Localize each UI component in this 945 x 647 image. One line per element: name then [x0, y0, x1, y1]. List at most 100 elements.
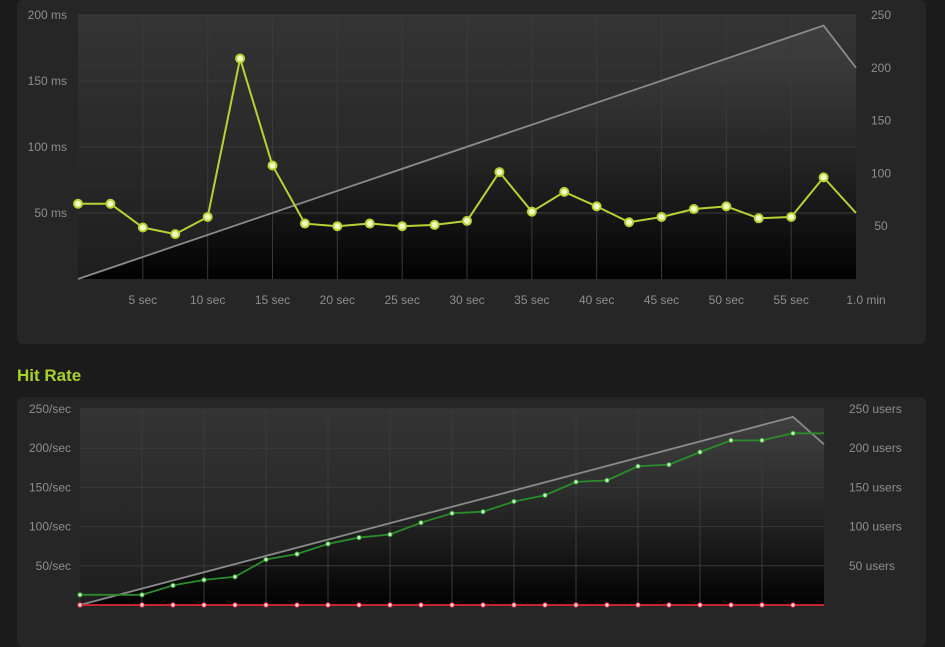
data-point — [170, 602, 176, 608]
data-point — [480, 509, 486, 515]
y-right-tick-label: 100 users — [849, 520, 902, 534]
series-0 — [77, 430, 824, 598]
data-point — [418, 519, 424, 526]
data-point — [573, 602, 579, 608]
data-point — [232, 574, 238, 580]
x-tick-label: 10 sec — [190, 293, 225, 307]
y-right-tick-label: 150 users — [849, 480, 902, 494]
data-point — [728, 602, 734, 608]
data-point — [786, 211, 797, 222]
data-point — [263, 556, 269, 563]
x-tick-label: 15 sec — [255, 293, 290, 307]
data-point — [267, 160, 278, 171]
y-right-tick-label: 100 — [871, 166, 891, 180]
data-point — [139, 592, 145, 598]
data-point — [542, 602, 548, 608]
data-point — [635, 463, 641, 469]
data-point — [235, 53, 246, 64]
data-point — [573, 479, 579, 485]
data-point — [591, 201, 602, 212]
data-point — [656, 211, 667, 222]
y-right-tick-label: 200 users — [849, 441, 902, 455]
data-point — [299, 218, 310, 229]
data-point — [604, 477, 610, 484]
series-1 — [79, 415, 825, 606]
hit-rate-chart: 250/sec 200/sec 150/sec 100/sec 50/sec 250 us… — [29, 402, 902, 608]
data-point — [542, 492, 548, 498]
hit-rate-title: Hit Rate — [17, 366, 82, 385]
data-point — [387, 602, 393, 608]
x-tick-label: 45 sec — [644, 293, 679, 307]
y-right-tick-label: 250 — [871, 8, 891, 22]
data-point — [559, 186, 570, 197]
data-point — [790, 430, 796, 437]
data-point — [759, 602, 765, 608]
data-point — [325, 541, 331, 547]
data-point — [137, 222, 148, 233]
y-left-tick-label: 200/sec — [29, 441, 71, 455]
data-point — [697, 449, 703, 455]
x-tick-label: 50 sec — [709, 293, 744, 307]
data-point — [202, 211, 213, 222]
series-line — [77, 24, 857, 280]
data-point — [759, 437, 765, 444]
data-point — [511, 498, 517, 505]
series-line — [79, 415, 825, 606]
series-2 — [77, 602, 824, 608]
data-point — [263, 602, 269, 608]
y-left-tick-label: 250/sec — [29, 402, 71, 416]
data-point — [170, 229, 181, 240]
data-point — [666, 461, 672, 468]
y-right-tick-label: 250 users — [849, 402, 902, 416]
data-point — [462, 215, 472, 226]
x-tick-label: 20 sec — [320, 293, 355, 307]
response-time-chart: 200 ms 150 ms 100 ms 50 ms 250 200 150 100 50 5 s… — [28, 8, 892, 307]
data-point — [201, 577, 207, 583]
y-left-tick-label: 100/sec — [29, 520, 71, 534]
data-point — [818, 172, 829, 183]
data-point — [494, 167, 505, 178]
data-point — [666, 602, 672, 608]
data-point — [77, 592, 83, 598]
x-tick-label: 30 sec — [449, 293, 484, 307]
x-tick-label: 1.0 min — [846, 293, 885, 307]
data-point — [624, 217, 635, 228]
y-left-tick-label: 100 ms — [28, 140, 67, 154]
y-left-tick-label: 150 ms — [28, 74, 67, 88]
data-point — [170, 582, 176, 589]
y-right-tick-label: 50 users — [849, 559, 895, 573]
data-point — [105, 198, 116, 209]
data-point — [294, 551, 300, 557]
data-point — [688, 204, 699, 215]
data-point — [790, 602, 796, 608]
series-0 — [73, 53, 857, 240]
data-point — [139, 602, 145, 608]
data-point — [325, 602, 331, 608]
data-point — [721, 201, 732, 212]
y-left-tick-label: 150/sec — [29, 480, 71, 494]
data-point — [232, 602, 238, 608]
data-point — [480, 602, 486, 608]
y-left-tick-label: 200 ms — [28, 8, 67, 22]
data-point — [364, 218, 375, 229]
data-point — [604, 602, 610, 608]
x-tick-label: 55 sec — [773, 293, 808, 307]
data-point — [397, 221, 408, 232]
data-point — [449, 602, 455, 608]
y-left-tick-label: 50 ms — [34, 206, 67, 220]
y-left-tick-label: 50/sec — [36, 559, 71, 573]
x-tick-label: 40 sec — [579, 293, 614, 307]
data-point — [387, 531, 393, 538]
data-point — [332, 221, 343, 232]
grid — [80, 408, 824, 605]
y-right-tick-label: 200 — [871, 61, 891, 75]
data-point — [753, 213, 764, 224]
x-tick-label: 5 sec — [128, 293, 157, 307]
data-point — [418, 602, 424, 608]
data-point — [697, 602, 703, 608]
y-right-tick-label: 50 — [874, 219, 888, 233]
data-point — [429, 219, 440, 230]
data-point — [511, 602, 517, 608]
data-point — [526, 206, 537, 217]
